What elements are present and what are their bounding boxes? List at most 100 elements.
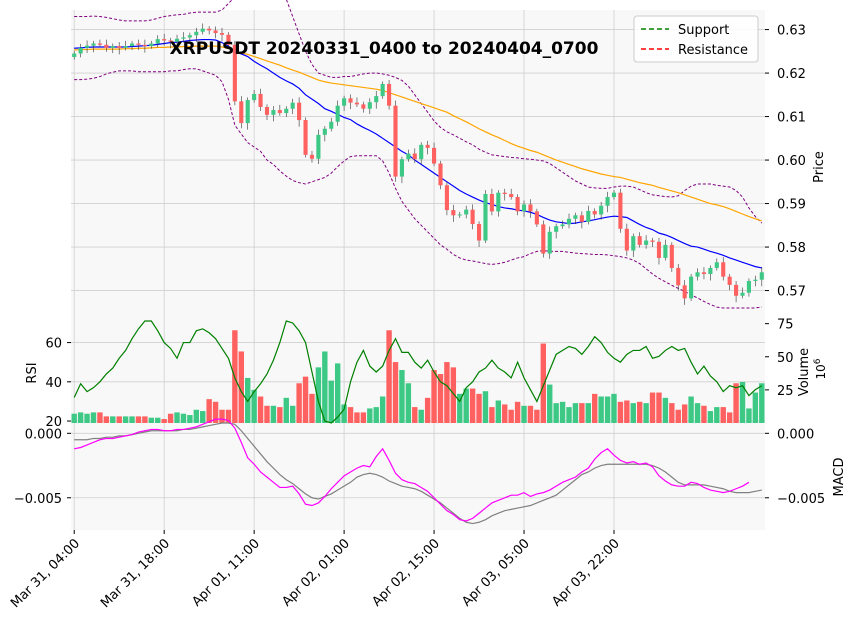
volume-bar	[264, 405, 270, 423]
candle-body	[451, 210, 456, 216]
candle-body	[181, 37, 186, 39]
volume-bar	[386, 330, 392, 423]
volume-bar	[624, 400, 630, 423]
candle-body	[290, 102, 295, 109]
candle-body	[682, 285, 687, 299]
time-tick-label: Mar 31, 04:00	[8, 536, 83, 611]
volume-bar	[701, 405, 707, 423]
volume-bar	[219, 409, 225, 423]
macd-signal-line	[74, 422, 762, 525]
candle-body	[541, 224, 546, 254]
volume-bar	[457, 393, 463, 423]
candle-body	[387, 83, 392, 106]
time-tick-label: Apr 03, 05:00	[459, 536, 532, 609]
volume-bar	[579, 403, 585, 423]
candle-body	[753, 279, 758, 281]
candle-body	[361, 104, 366, 109]
candle-body	[419, 144, 424, 160]
candle-body	[335, 105, 340, 122]
volume-bar	[636, 401, 643, 423]
volume-bar	[161, 419, 167, 423]
volume-bar	[739, 381, 746, 423]
rsi-tick-label: 60	[45, 337, 62, 352]
candle-body	[573, 215, 578, 219]
candle-body	[412, 153, 417, 160]
candle-body	[476, 224, 482, 241]
volume-bar	[302, 376, 309, 423]
candle-body	[316, 134, 321, 159]
macd-tick-label: 0.000	[25, 427, 62, 442]
candle-body	[432, 147, 437, 164]
volume-bar	[572, 403, 579, 423]
volume-bar	[110, 416, 116, 423]
candle-body	[78, 47, 83, 54]
grid-lines	[71, 10, 765, 530]
candle-body	[264, 106, 270, 115]
candle-body	[566, 218, 572, 225]
bollinger-lower-line	[74, 68, 762, 309]
candle-body	[97, 43, 102, 45]
volume-bar	[289, 405, 296, 423]
volume-bar	[424, 397, 431, 423]
legend-box	[633, 15, 759, 63]
candle-body	[354, 102, 360, 105]
candle-body	[579, 215, 584, 222]
candle-body	[631, 236, 636, 251]
volume-bar	[489, 407, 495, 423]
volume-bar	[200, 411, 206, 423]
candle-body	[245, 100, 250, 124]
candle-body	[72, 53, 77, 57]
volume-bar	[707, 411, 714, 423]
rsi-tick-label: 40	[45, 376, 62, 391]
candle-body	[470, 209, 475, 225]
candle-body	[85, 45, 90, 48]
rsi-line	[73, 320, 763, 424]
candle-body	[329, 121, 334, 129]
candle-body	[714, 262, 719, 268]
volume-bar	[508, 409, 514, 423]
candle-body	[759, 272, 764, 280]
time-tick-label: Apr 03, 22:00	[549, 536, 622, 609]
candle-body	[464, 209, 469, 215]
volume-bar	[437, 373, 444, 423]
volume-bar	[752, 392, 759, 423]
macd-axis-label: MACD	[832, 458, 847, 497]
candle-body	[91, 43, 96, 46]
volume-bar	[193, 409, 200, 423]
volume-bar	[534, 409, 540, 423]
volume-bar	[482, 391, 489, 423]
volume-bar	[502, 404, 508, 423]
volume-bar	[630, 403, 636, 423]
candle-body	[663, 244, 668, 258]
volume-bar	[688, 396, 694, 423]
macd-line	[74, 418, 750, 522]
fast-ma-line	[74, 38, 762, 269]
slow-ma-line	[74, 45, 762, 222]
candle-body	[547, 231, 552, 254]
candle-body	[219, 33, 225, 35]
volume-bar	[283, 397, 289, 423]
volume-bar	[405, 383, 412, 423]
price-tick-label: 0.61	[777, 111, 806, 126]
volume-bar	[225, 409, 232, 423]
volume-bar	[116, 416, 122, 423]
volume-bar	[187, 415, 193, 423]
candle-body	[129, 43, 135, 47]
candle-body	[586, 210, 591, 222]
volume-bar	[604, 396, 611, 423]
rsi-tick-label: 20	[45, 415, 62, 430]
volume-bar	[649, 392, 656, 423]
volume-bar	[360, 412, 367, 423]
volume-bar	[643, 403, 649, 423]
candle-body	[496, 192, 501, 212]
volume-bar	[251, 389, 257, 423]
macd-tick-label: 0.000	[777, 427, 814, 442]
volume-bar	[412, 407, 418, 423]
volume-bar	[463, 388, 469, 423]
price-axis-label: Price	[812, 151, 827, 183]
volume-bar	[399, 370, 405, 423]
volume-bar	[238, 351, 244, 423]
volume-bar	[174, 412, 180, 423]
volume-bar	[585, 403, 591, 423]
